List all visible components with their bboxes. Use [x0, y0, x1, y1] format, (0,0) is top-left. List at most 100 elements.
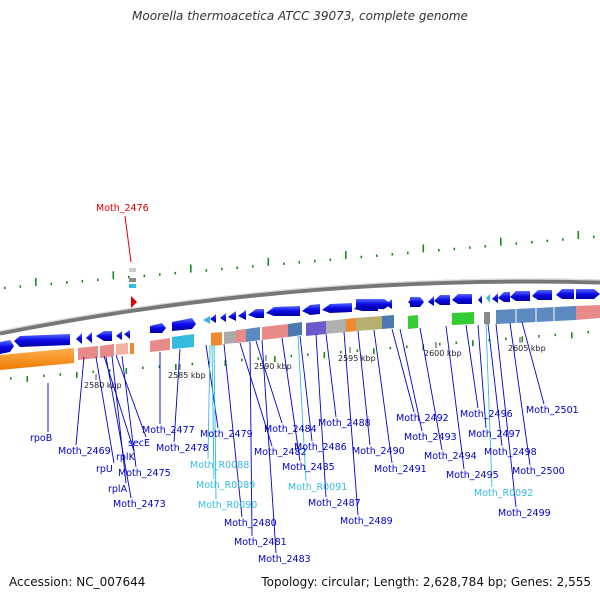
- gene-label[interactable]: Moth_2478: [156, 443, 209, 454]
- gene-arrow[interactable]: [14, 334, 70, 347]
- feature-bar-steel[interactable]: [246, 327, 260, 342]
- feature-bar-pink[interactable]: [100, 344, 114, 358]
- gene-arrow[interactable]: [124, 330, 130, 339]
- gene-arrow[interactable]: [322, 303, 352, 313]
- feature-bar-orange[interactable]: [346, 318, 356, 332]
- gene-label[interactable]: Moth_2490: [352, 446, 405, 457]
- highlight-marker[interactable]: Moth_2476: [96, 203, 149, 308]
- gene-arrow[interactable]: [248, 309, 264, 318]
- gene-arrow[interactable]: [356, 299, 392, 309]
- gene-label[interactable]: rplA: [108, 484, 128, 495]
- feature-bar-orange[interactable]: [130, 343, 134, 354]
- feature-bar-steel[interactable]: [382, 315, 394, 329]
- gene-arrow[interactable]: [428, 296, 434, 306]
- feature-bar-green[interactable]: [408, 315, 418, 329]
- gene-arrow[interactable]: [238, 310, 246, 320]
- gene-label[interactable]: Moth_2482: [254, 447, 307, 458]
- gene-labels[interactable]: rpoB Moth_2469 rplK secE rpU rplA Moth_2475 Mot…: [30, 405, 579, 565]
- gene-arrow[interactable]: [220, 313, 226, 322]
- gene-label[interactable]: Moth_R0092: [474, 488, 533, 499]
- gene-arrow[interactable]: [410, 297, 424, 307]
- feature-bar-purple[interactable]: [306, 321, 326, 336]
- gene-arrow[interactable]: [228, 311, 236, 321]
- feature-bar-cyan[interactable]: [172, 334, 194, 349]
- feature-bar-grey[interactable]: [224, 331, 236, 344]
- gene-arrow[interactable]: [532, 290, 552, 300]
- gene-label[interactable]: rpoB: [30, 433, 52, 444]
- gene-arrow[interactable]: [116, 331, 122, 340]
- gene-label[interactable]: Moth_2484: [264, 424, 317, 435]
- gene-label[interactable]: Moth_2497: [468, 429, 521, 440]
- feature-bar-olive[interactable]: [356, 316, 382, 331]
- gene-label[interactable]: Moth_2486: [294, 442, 347, 453]
- gene-label[interactable]: Moth_2491: [374, 464, 427, 475]
- gene-arrow[interactable]: [576, 289, 600, 299]
- feature-bar-green[interactable]: [452, 312, 474, 325]
- cog-category-track[interactable]: [0, 305, 600, 370]
- gene-arrow[interactable]: [266, 306, 300, 316]
- highlight-stack: [129, 284, 136, 288]
- gene-label[interactable]: secE: [128, 438, 150, 449]
- gene-arrow[interactable]: [172, 318, 196, 331]
- gene-label[interactable]: Moth_2494: [424, 451, 477, 462]
- feature-bar-pink[interactable]: [78, 346, 98, 360]
- gene-arrow[interactable]: [76, 333, 82, 344]
- gene-label[interactable]: Moth_2479: [200, 429, 253, 440]
- gene-arrow[interactable]: [452, 294, 472, 304]
- gene-arrow[interactable]: [203, 316, 210, 324]
- highlight-gene-label[interactable]: Moth_2476: [96, 203, 149, 214]
- gene-label[interactable]: Moth_2495: [446, 470, 499, 481]
- gene-arrow[interactable]: [498, 292, 510, 302]
- gene-arrow[interactable]: [434, 295, 450, 305]
- gene-label[interactable]: Moth_2493: [404, 432, 457, 443]
- gene-arrow[interactable]: [210, 314, 216, 323]
- gene-arrow[interactable]: [486, 294, 490, 303]
- feature-bar-orange[interactable]: [211, 332, 222, 346]
- gene-label[interactable]: Moth_2488: [318, 418, 371, 429]
- feature-bar-pink[interactable]: [576, 305, 600, 320]
- gene-label[interactable]: Moth_R0090: [198, 500, 257, 511]
- feature-bar-grey[interactable]: [484, 312, 490, 324]
- gc-tick: [26, 375, 29, 382]
- gene-label[interactable]: Moth_2489: [340, 516, 393, 527]
- gene-arrow[interactable]: [478, 295, 482, 304]
- gene-label[interactable]: Moth_2501: [526, 405, 579, 416]
- feature-bar-steel[interactable]: [288, 322, 302, 337]
- feature-bar-orange[interactable]: [0, 348, 74, 370]
- gene-label[interactable]: Moth_R0088: [190, 460, 249, 471]
- gene-label[interactable]: Moth_2496: [460, 409, 513, 420]
- gene-arrow[interactable]: [86, 332, 92, 343]
- feature-bar-grey[interactable]: [326, 319, 346, 334]
- gene-label[interactable]: rplK: [116, 452, 136, 463]
- forward-strand-genes[interactable]: [0, 289, 600, 354]
- gene-label[interactable]: Moth_2469: [58, 446, 111, 457]
- feature-bar-pink[interactable]: [236, 329, 246, 343]
- gene-label[interactable]: Moth_2480: [224, 518, 277, 529]
- feature-bar-pink[interactable]: [150, 338, 170, 352]
- gene-label[interactable]: Moth_2481: [234, 537, 287, 548]
- gene-label[interactable]: Moth_2473: [113, 499, 166, 510]
- gene-label[interactable]: Moth_2477: [142, 425, 195, 436]
- gene-arrow[interactable]: [0, 340, 14, 354]
- gene-label[interactable]: Moth_2483: [258, 554, 311, 565]
- gene-arrow[interactable]: [492, 293, 498, 303]
- gene-arrow[interactable]: [96, 331, 112, 341]
- gene-label[interactable]: Moth_2487: [308, 498, 361, 509]
- feature-bar-pink[interactable]: [262, 324, 288, 340]
- gene-label[interactable]: Moth_2492: [396, 413, 449, 424]
- gene-label[interactable]: Moth_2485: [282, 462, 335, 473]
- highlight-arrow[interactable]: [131, 296, 137, 308]
- gene-label[interactable]: Moth_2475: [118, 468, 171, 479]
- gene-label[interactable]: Moth_2498: [484, 447, 537, 458]
- gene-arrow[interactable]: [556, 289, 574, 299]
- gene-arrow[interactable]: [510, 291, 530, 301]
- gene-label[interactable]: rpU: [96, 464, 113, 475]
- feature-bar-pink[interactable]: [116, 343, 128, 355]
- gene-arrow[interactable]: [302, 304, 320, 315]
- gene-label[interactable]: Moth_R0091: [288, 482, 347, 493]
- gene-label[interactable]: Moth_R0089: [196, 480, 255, 491]
- gene-arrow[interactable]: [150, 323, 166, 333]
- gene-label[interactable]: Moth_2499: [498, 508, 551, 519]
- gene-label[interactable]: Moth_2500: [512, 466, 565, 477]
